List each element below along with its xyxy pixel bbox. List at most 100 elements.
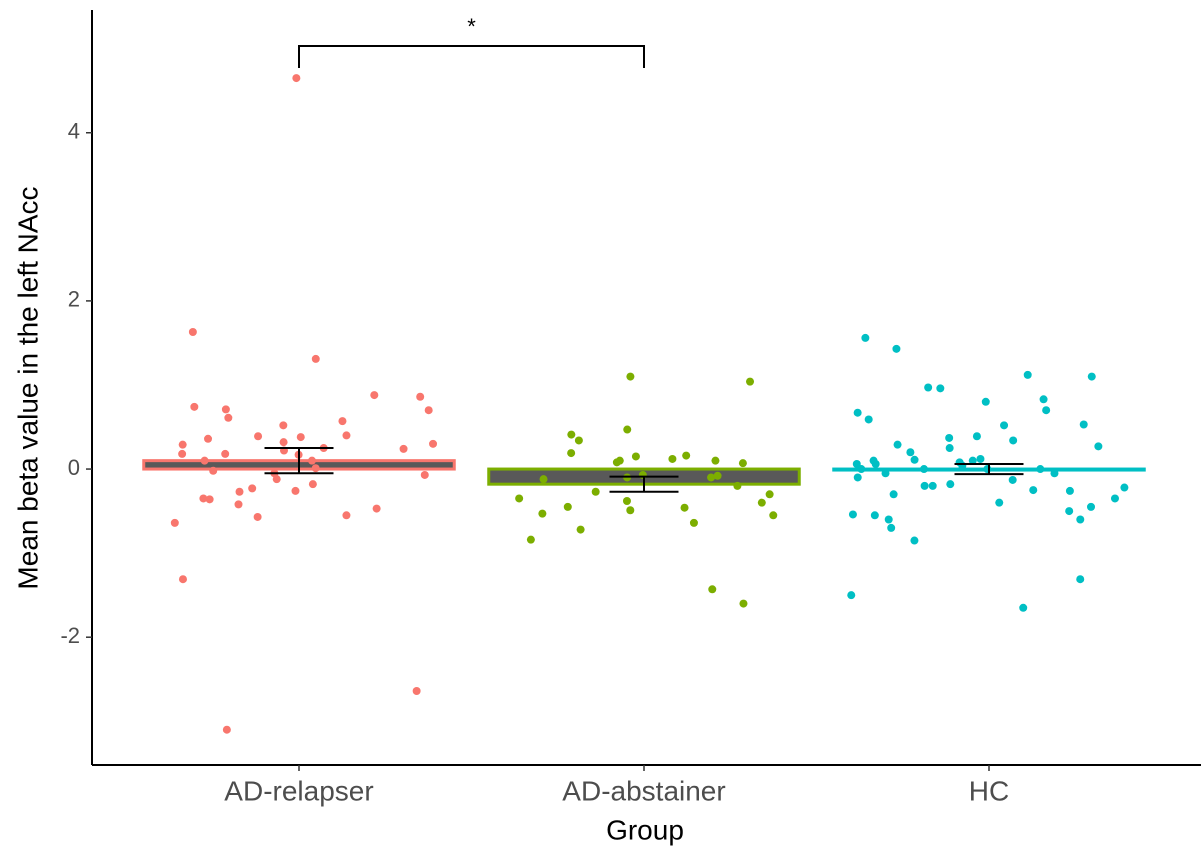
- data-point: [311, 354, 320, 363]
- data-point: [248, 484, 257, 493]
- data-point: [757, 498, 766, 507]
- data-point: [296, 433, 305, 442]
- data-point: [372, 504, 381, 513]
- data-point: [884, 515, 893, 524]
- data-point: [1042, 406, 1051, 415]
- x-axis-title: Group: [606, 814, 684, 845]
- data-point: [190, 402, 199, 411]
- data-point: [1094, 442, 1103, 451]
- data-point: [852, 460, 861, 469]
- data-point: [235, 487, 244, 496]
- data-point: [869, 456, 878, 465]
- y-axis-title: Mean beta value in the left NAcc: [12, 186, 43, 589]
- data-point: [848, 510, 857, 519]
- data-point: [307, 456, 316, 465]
- error-bar: [954, 463, 1024, 476]
- data-point: [308, 480, 317, 489]
- data-point: [170, 518, 179, 527]
- data-point: [738, 459, 747, 468]
- data-point: [1036, 465, 1045, 474]
- data-point: [416, 392, 425, 401]
- significance-bracket: [298, 45, 645, 68]
- data-point: [981, 397, 990, 406]
- data-point: [591, 487, 600, 496]
- data-point: [976, 454, 985, 463]
- data-point: [1065, 486, 1074, 495]
- data-point: [881, 469, 890, 478]
- data-point: [733, 481, 742, 490]
- data-point: [924, 383, 933, 392]
- data-point: [668, 454, 677, 463]
- data-point: [188, 328, 197, 337]
- data-point: [178, 449, 187, 458]
- data-point: [291, 486, 300, 495]
- data-point: [919, 465, 928, 474]
- data-point: [968, 456, 977, 465]
- data-point: [272, 475, 281, 484]
- data-point: [1000, 421, 1009, 430]
- data-point: [689, 518, 698, 527]
- data-point: [222, 725, 231, 734]
- data-point: [526, 535, 535, 544]
- data-point: [1023, 370, 1032, 379]
- data-point: [765, 490, 774, 499]
- y-tick-label: 4: [68, 119, 80, 144]
- data-point: [204, 434, 213, 443]
- y-tick-label: 0: [68, 455, 80, 480]
- data-point: [623, 425, 632, 434]
- data-point: [205, 495, 214, 504]
- data-point: [615, 456, 624, 465]
- data-point: [292, 74, 301, 83]
- data-point: [1039, 395, 1048, 404]
- data-point: [253, 512, 262, 521]
- y-tick-label: 2: [68, 287, 80, 312]
- data-point: [429, 439, 438, 448]
- data-point: [983, 465, 992, 474]
- data-point: [399, 444, 408, 453]
- data-point: [574, 436, 583, 445]
- data-point: [622, 497, 631, 506]
- data-point: [972, 432, 981, 441]
- data-point: [200, 456, 209, 465]
- x-tick-label: AD-abstainer: [562, 775, 725, 806]
- data-point: [279, 438, 288, 447]
- data-point: [626, 506, 635, 515]
- x-tick-label: HC: [969, 775, 1009, 806]
- data-point: [708, 585, 717, 594]
- data-point: [892, 344, 901, 353]
- data-point: [958, 461, 967, 470]
- data-point: [221, 449, 230, 458]
- data-point: [515, 494, 524, 503]
- data-point: [178, 575, 187, 584]
- data-point: [1076, 515, 1085, 524]
- data-point: [1009, 436, 1018, 445]
- data-point: [420, 470, 429, 479]
- data-point: [680, 503, 689, 512]
- data-point: [847, 591, 856, 600]
- data-point: [1076, 575, 1085, 584]
- data-point: [254, 432, 263, 441]
- data-point: [342, 431, 351, 440]
- data-point: [769, 511, 778, 520]
- data-point: [224, 413, 233, 422]
- data-point: [1120, 483, 1129, 492]
- data-point: [199, 494, 208, 503]
- data-point: [342, 511, 351, 520]
- data-point: [682, 451, 691, 460]
- data-point: [638, 470, 647, 479]
- data-point: [853, 408, 862, 417]
- data-point: [538, 509, 547, 518]
- data-point: [995, 498, 1004, 507]
- significance-label: *: [467, 14, 476, 39]
- data-point: [424, 406, 433, 415]
- data-point: [178, 440, 187, 449]
- data-point: [920, 481, 929, 490]
- data-point: [711, 456, 720, 465]
- data-point: [1029, 486, 1038, 495]
- data-point: [209, 466, 218, 475]
- data-point: [311, 464, 320, 473]
- data-point: [887, 523, 896, 532]
- data-point: [1019, 603, 1028, 612]
- data-point: [713, 471, 722, 480]
